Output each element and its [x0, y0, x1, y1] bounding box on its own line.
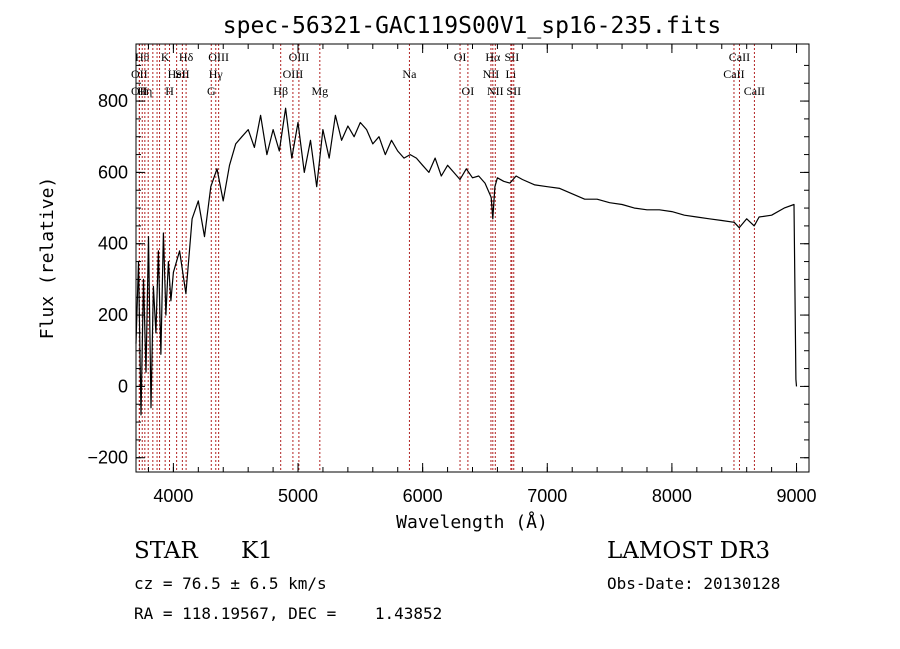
line-marker-label: CaII: [744, 84, 765, 98]
x-tick-label: 5000: [278, 486, 318, 506]
x-tick-label: 6000: [403, 486, 443, 506]
line-marker-label: CaII: [729, 50, 750, 64]
plot-frame: [135, 43, 810, 473]
line-marker-label: G: [207, 84, 216, 98]
x-tick-label: 9000: [777, 486, 817, 506]
y-tick-label: −200: [87, 448, 128, 468]
series-layer: [135, 107, 798, 416]
y-tick-label: 200: [98, 305, 128, 325]
line-marker-label: OI: [462, 84, 475, 98]
redshift-value: cz = 76.5 ± 6.5 km/s: [134, 574, 327, 593]
line-marker-label: NII: [487, 84, 504, 98]
survey-name: LAMOST DR3: [607, 538, 771, 564]
line-marker-label: H: [165, 84, 174, 98]
line-markers: HθOIIOIIHηKHHeISIIHδGHγOIIIHβOIIIOIIIMgN…: [131, 44, 765, 472]
line-marker-label: OIII: [289, 50, 310, 64]
y-tick-label: 0: [118, 376, 128, 396]
y-tick-label: 800: [98, 91, 128, 111]
x-tick-label: 8000: [652, 486, 692, 506]
coordinates: RA = 118.19567, DEC = 1.43852: [134, 604, 443, 623]
spectrum-line: [135, 107, 798, 416]
line-marker-label: Hη: [137, 84, 152, 98]
obs-date: Obs-Date: 20130128: [607, 574, 781, 593]
x-axis-label: Wavelength (Å): [396, 511, 548, 533]
chart-title: spec-56321-GAC119S00V1_sp16-235.fits: [223, 13, 722, 39]
subclass: K1: [241, 538, 273, 564]
line-marker-label: Hθ: [135, 50, 150, 64]
x-tick-label: 4000: [153, 486, 193, 506]
line-marker-label: CaII: [723, 67, 744, 81]
line-marker-label: Hδ: [179, 50, 194, 64]
line-marker-label: NII: [483, 67, 500, 81]
y-axis: −200 0 200 400 600 800: [87, 64, 809, 468]
x-tick-label: 7000: [527, 486, 567, 506]
line-marker-label: OIII: [208, 50, 229, 64]
line-marker-label: SII: [505, 50, 520, 64]
line-marker-label: Hα: [485, 50, 501, 64]
line-marker-label: SII: [175, 67, 190, 81]
y-tick-label: 600: [98, 162, 128, 182]
line-marker-label: K: [161, 50, 170, 64]
y-axis-label: Flux (relative): [37, 177, 58, 340]
x-axis: 4000 5000 6000 7000 8000 9000: [147, 44, 817, 506]
line-marker-label: Na: [402, 67, 417, 81]
line-marker-label: SII: [506, 84, 521, 98]
line-marker-label: Li: [506, 67, 517, 81]
line-marker-label: OI: [454, 50, 467, 64]
line-marker-label: Mg: [311, 84, 328, 98]
line-marker-label: OII: [131, 84, 148, 98]
line-marker-label: HeI: [168, 67, 186, 81]
line-marker-label: OIII: [283, 67, 304, 81]
y-tick-label: 400: [98, 234, 128, 254]
line-marker-label: Hβ: [273, 84, 288, 98]
object-class: STAR: [134, 538, 198, 564]
line-marker-label: Hγ: [209, 67, 224, 81]
